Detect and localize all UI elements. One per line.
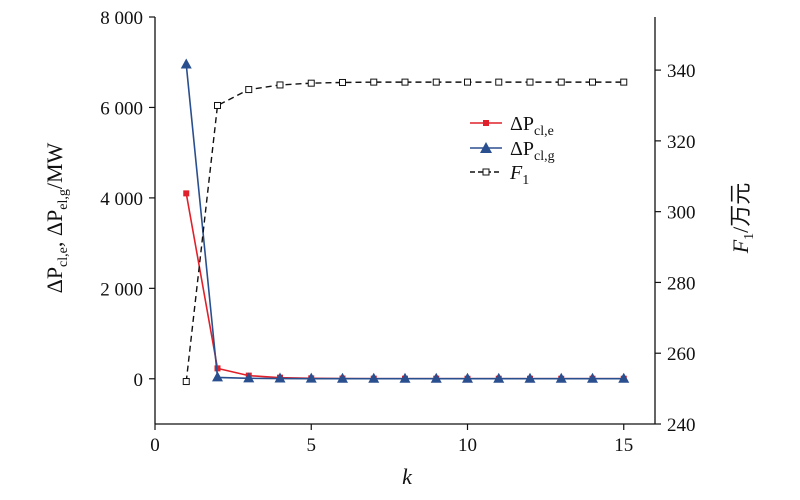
- legend-entry-f1: F1: [470, 162, 529, 188]
- data-point--p-cl-e: [183, 190, 190, 197]
- data-point--p-cl-g: [180, 58, 192, 69]
- data-point--p-cl-g: [337, 372, 348, 383]
- data-point--p-cl-g: [368, 372, 380, 383]
- data-point--p-cl-g: [493, 372, 505, 383]
- legend-label-cl-g: ΔPcl,g: [510, 138, 555, 164]
- data-point-f-1: [464, 78, 471, 86]
- series-line--p-cl-e: [185, 193, 624, 380]
- data-point-f-1: [401, 78, 409, 86]
- data-point--p-cl-g: [274, 372, 286, 383]
- y-axis-left-title: ΔPcl,e, ΔPel,g/MW: [42, 142, 71, 293]
- axes-layer: 0 5 10 15 0 2 000 4 000 6 000 8 000 240 260 280 300 3…: [100, 8, 695, 456]
- y-left-tick-label: 4 000: [100, 189, 143, 210]
- data-point-f-1: [526, 78, 534, 86]
- legend-marker-cl-e: [483, 120, 489, 126]
- data-point--p-cl-g: [524, 372, 536, 383]
- x-tick-label: 0: [150, 435, 160, 456]
- data-point-f-1: [589, 78, 596, 86]
- data-point--p-cl-g: [305, 372, 317, 383]
- y-left-tick-label: 6 000: [100, 98, 143, 119]
- legend-marker-f1: [482, 168, 490, 176]
- data-point--p-cl-g: [462, 372, 473, 383]
- legend-label-f1: F1: [509, 162, 529, 188]
- data-point--p-cl-g: [555, 372, 567, 383]
- legend-entry-cl-g: ΔPcl,g: [470, 138, 555, 164]
- y-right-tick-label: 320: [667, 132, 696, 153]
- data-point--p-cl-g: [587, 372, 598, 383]
- legend-marker-cl-g: [480, 142, 492, 153]
- data-point-f-1: [339, 78, 346, 86]
- y-axis-right-title: F1/万元: [728, 183, 757, 255]
- data-point-f-1: [245, 86, 253, 94]
- y-left-tick-label: 8 000: [100, 8, 143, 29]
- y-right-tick-label: 280: [667, 273, 696, 294]
- legend-entry-cl-e: ΔPcl,e: [470, 113, 554, 139]
- series-layer: [180, 58, 630, 386]
- data-point--p-cl-g: [212, 371, 223, 382]
- data-point-f-1: [432, 78, 440, 86]
- x-tick-label: 10: [458, 435, 477, 456]
- y-right-tick-label: 300: [667, 203, 696, 224]
- y-left-tick-label: 0: [134, 370, 144, 391]
- legend-label-cl-e: ΔPcl,e: [510, 113, 554, 139]
- data-point-f-1: [182, 378, 190, 386]
- y-left-tick-label: 2 000: [100, 279, 143, 300]
- data-point--p-cl-g: [399, 372, 411, 383]
- x-tick-label: 15: [614, 435, 633, 456]
- data-point-f-1: [495, 78, 503, 86]
- series-line-f-1: [185, 81, 624, 382]
- data-point-f-1: [370, 78, 378, 86]
- y-right-tick-label: 340: [667, 61, 696, 82]
- data-point-f-1: [620, 78, 628, 86]
- y-right-tick-label: 240: [667, 415, 696, 436]
- data-point-f-1: [214, 101, 221, 109]
- data-point--p-cl-g: [243, 372, 255, 383]
- series-line--p-cl-g: [185, 64, 624, 380]
- x-axis-title: k: [402, 464, 413, 489]
- data-point--p-cl-e: [214, 365, 221, 372]
- data-point-f-1: [557, 78, 565, 86]
- data-point-f-1: [276, 81, 284, 89]
- legend: ΔPcl,e ΔPcl,g F1: [470, 113, 555, 188]
- data-point-f-1: [307, 79, 315, 87]
- data-point--p-cl-g: [618, 372, 630, 383]
- y-right-tick-label: 260: [667, 344, 696, 365]
- data-point--p-cl-g: [430, 372, 442, 383]
- x-tick-label: 5: [307, 435, 317, 456]
